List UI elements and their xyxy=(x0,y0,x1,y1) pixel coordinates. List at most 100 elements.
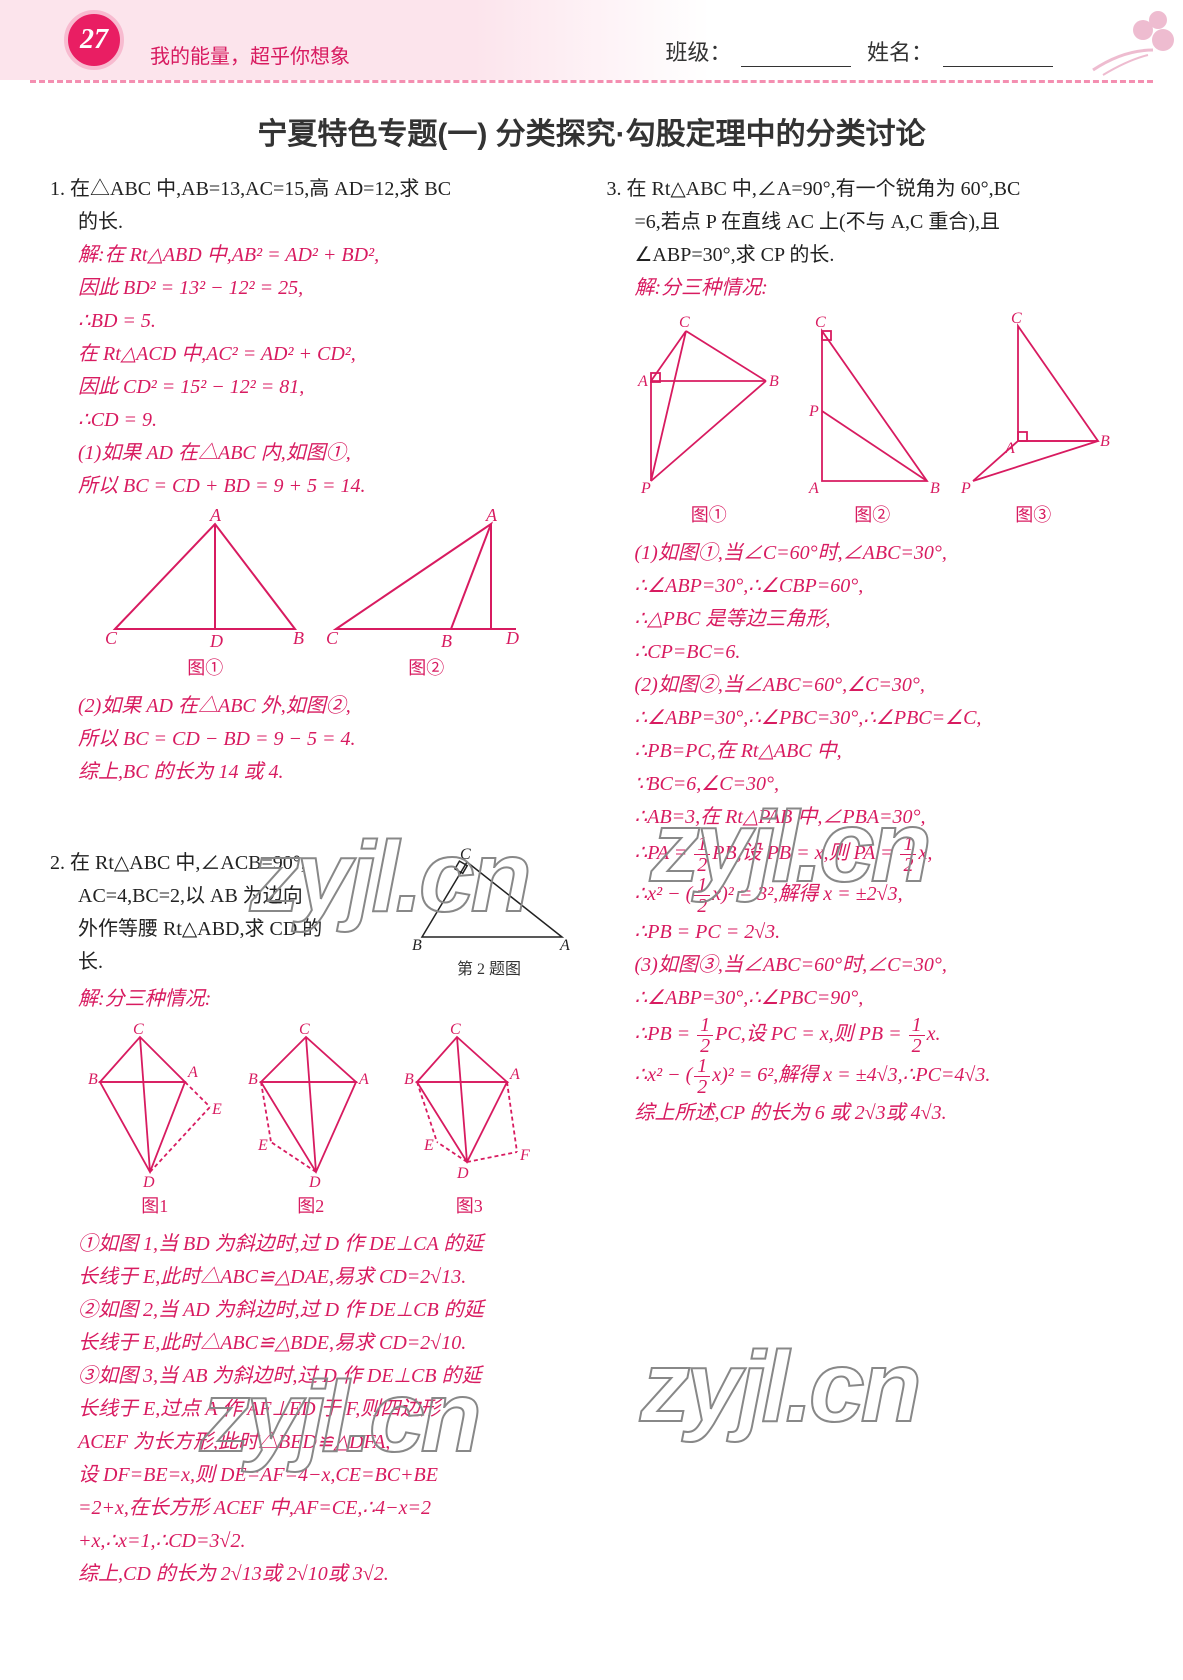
q3-f2-cap: 图② xyxy=(797,501,947,531)
svg-text:A: A xyxy=(509,1066,520,1083)
class-label: 班级： xyxy=(665,35,731,67)
q3-s15c: x. xyxy=(927,1023,941,1045)
svg-text:A: A xyxy=(187,1064,198,1081)
q2-s10: +x,∴x=1,∴CD=3√2. xyxy=(50,1525,577,1558)
frac-n: 1 xyxy=(909,1015,925,1036)
q3-s4: ∴CP=BC=6. xyxy=(607,636,1134,669)
question-2: 2. 在 Rt△ABC 中,∠ACB=90°, AC=4,BC=2,以 AB 为… xyxy=(50,847,577,1591)
q1-s7: (1)如果 AD 在△ABC 内,如图①, xyxy=(50,437,577,470)
q3-s11b: = 3²,解得 x = ±2√3, xyxy=(734,883,903,905)
frac-n: 1 xyxy=(697,1015,713,1036)
q3-s10a: ∴PA = xyxy=(635,842,693,864)
q1-stem1: 在△ABC 中,AB=13,AC=15,高 AD=12,求 BC xyxy=(70,178,451,200)
q3-s1: (1)如图①,当∠C=60°时,∠ABC=30°, xyxy=(607,537,1134,570)
svg-text:B: B xyxy=(930,480,940,497)
q3-s7: ∴PB=PC,在 Rt△ABC 中, xyxy=(607,735,1134,768)
svg-text:C: C xyxy=(460,847,471,863)
q1-s3: ∴BD = 5. xyxy=(50,305,577,338)
q1-fig2: AC BD 图② xyxy=(321,509,531,684)
q2-s1: ①如图 1,当 BD 为斜边时,过 D 作 DE⊥CA 的延 xyxy=(50,1228,577,1261)
q3-fig1: CABP 图① xyxy=(626,311,791,531)
q2-num: 2. xyxy=(50,852,65,874)
svg-text:C: C xyxy=(450,1022,461,1038)
q3-s5: (2)如图②,当∠ABC=60°,∠C=30°, xyxy=(607,669,1134,702)
q1-fig2-cap: 图② xyxy=(321,654,531,684)
q2-fig2: CBA DE 图2 xyxy=(236,1022,386,1222)
svg-text:D: D xyxy=(308,1174,321,1191)
q1-s8: 所以 BC = CD + BD = 9 + 5 = 14. xyxy=(50,470,577,503)
q3-s15b: PC,设 PC = x,则 PB = xyxy=(715,1023,906,1045)
svg-text:P: P xyxy=(640,480,651,497)
svg-text:D: D xyxy=(209,631,223,651)
svg-text:B: B xyxy=(412,937,422,954)
q1-s4: 在 Rt△ACD 中,AC² = AD² + CD², xyxy=(50,338,577,371)
q2-s6: 长线于 E,过点 A 作 AF⊥ED 于 F,则四边形 xyxy=(50,1393,577,1426)
q3-s3: ∴△PBC 是等边三角形, xyxy=(607,603,1134,636)
q1-num: 1. xyxy=(50,178,65,200)
q2-stem: 2. 在 Rt△ABC 中,∠ACB=90°, xyxy=(50,847,394,880)
frac-d: 2 xyxy=(694,1077,710,1097)
svg-text:D: D xyxy=(142,1174,155,1191)
q3-s11: ∴x² − (12x)² = 3²,解得 x = ±2√3, xyxy=(607,875,1134,916)
question-3: 3. 在 Rt△ABC 中,∠A=90°,有一个锐角为 60°,BC =6,若点… xyxy=(607,173,1134,1130)
q2-f3-cap: 图3 xyxy=(392,1192,547,1222)
q1-s2: 因此 BD² = 13² − 12² = 25, xyxy=(50,272,577,305)
name-blank[interactable] xyxy=(943,66,1053,67)
q2-figures: CBA DE 图1 xyxy=(50,1022,577,1222)
svg-text:B: B xyxy=(769,373,779,390)
svg-text:C: C xyxy=(133,1022,144,1038)
q2-fig-cap: 第 2 题图 xyxy=(402,957,577,983)
frac-d: 2 xyxy=(694,896,710,916)
page-number: 27 xyxy=(80,24,108,56)
q3-s14: ∴∠ABP=30°,∴∠PBC=90°, xyxy=(607,982,1134,1015)
q2-fig1: CBA DE 图1 xyxy=(80,1022,230,1222)
svg-text:A: A xyxy=(637,373,648,390)
q2-f2-cap: 图2 xyxy=(236,1192,386,1222)
svg-text:A: A xyxy=(209,509,222,525)
q2-fig3: CBA DEF 图3 xyxy=(392,1022,547,1222)
q2-s2: 长线于 E,此时△ABC≌△DAE,易求 CD=2√13. xyxy=(50,1261,577,1294)
q3-stem1: 在 Rt△ABC 中,∠A=90°,有一个锐角为 60°,BC xyxy=(627,178,1021,200)
svg-text:C: C xyxy=(326,628,339,648)
svg-text:D: D xyxy=(456,1165,469,1182)
flower-decoration xyxy=(1073,0,1183,80)
svg-text:A: A xyxy=(808,480,819,497)
q1-s9: (2)如果 AD 在△ABC 外,如图②, xyxy=(50,690,577,723)
q2-s4: 长线于 E,此时△ABC≌△BDE,易求 CD=2√10. xyxy=(50,1327,577,1360)
page-header: 27 我的能量，超乎你想象 班级： 姓名： xyxy=(0,0,1183,80)
q2-stem1: 在 Rt△ABC 中,∠ACB=90°, xyxy=(70,852,306,874)
q3-s6: ∴∠ABP=30°,∴∠PBC=30°,∴∠PBC=∠C, xyxy=(607,702,1134,735)
q1-stem2: 的长. xyxy=(50,206,577,239)
svg-text:E: E xyxy=(423,1137,434,1154)
svg-text:E: E xyxy=(211,1101,222,1118)
q1-s6: ∴CD = 9. xyxy=(50,404,577,437)
q1-figures: AC DB 图① AC xyxy=(50,509,577,684)
q3-stem2: =6,若点 P 在直线 AC 上(不与 A,C 重合),且 xyxy=(607,206,1134,239)
q3-s8: ∵BC=6,∠C=30°, xyxy=(607,768,1134,801)
class-blank[interactable] xyxy=(741,66,851,67)
name-label: 姓名： xyxy=(867,35,933,67)
svg-text:B: B xyxy=(1100,433,1110,450)
svg-text:A: A xyxy=(1004,440,1015,457)
q3-s16: ∴x² − (12x)² = 6²,解得 x = ±4√3,∴PC=4√3. xyxy=(607,1056,1134,1097)
right-column: 3. 在 Rt△ABC 中,∠A=90°,有一个锐角为 60°,BC =6,若点… xyxy=(607,173,1134,1599)
svg-text:F: F xyxy=(519,1147,530,1164)
q3-s10c: x, xyxy=(918,842,932,864)
q1-fig1-cap: 图① xyxy=(95,654,315,684)
q3-stem3: ∠ABP=30°,求 CP 的长. xyxy=(607,239,1134,272)
svg-text:B: B xyxy=(441,631,452,651)
q1-s11: 综上,BC 的长为 14 或 4. xyxy=(50,756,577,789)
svg-text:C: C xyxy=(1011,311,1022,327)
q2-s0: 解:分三种情况: xyxy=(50,983,577,1016)
svg-text:C: C xyxy=(815,314,826,331)
q3-s16a: ∴x² − xyxy=(635,1064,686,1086)
q2-s9: =2+x,在长方形 ACEF 中,AF=CE,∴4−x=2 xyxy=(50,1492,577,1525)
svg-text:C: C xyxy=(679,314,690,331)
frac-d: 2 xyxy=(909,1036,925,1056)
q3-s2: ∴∠ABP=30°,∴∠CBP=60°, xyxy=(607,570,1134,603)
q3-s15: ∴PB = 12PC,设 PC = x,则 PB = 12x. xyxy=(607,1015,1134,1056)
q3-num: 3. xyxy=(607,178,622,200)
q1-s1: 解:在 Rt△ABD 中,AB² = AD² + BD², xyxy=(50,239,577,272)
question-1: 1. 在△ABC 中,AB=13,AC=15,高 AD=12,求 BC 的长. … xyxy=(50,173,577,789)
q3-fig2: CABP 图② xyxy=(797,311,947,531)
